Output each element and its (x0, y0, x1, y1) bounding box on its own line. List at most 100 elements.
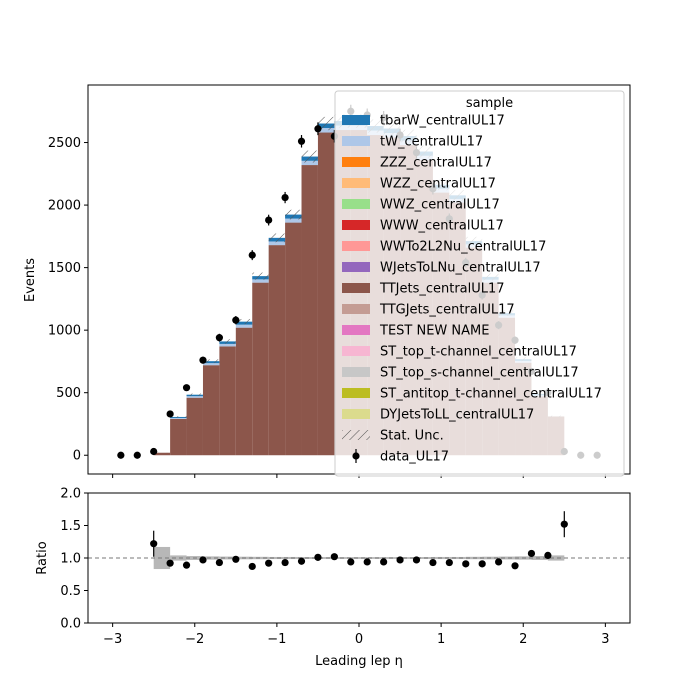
legend-label-4: WWZ_centralUL17 (380, 198, 500, 213)
legend-swatch-10 (342, 325, 370, 335)
ratio-unc-band-6 (252, 556, 269, 560)
ratio-point-17 (429, 558, 437, 567)
ratio-x-tick-label: 2 (519, 632, 527, 647)
legend-label-7: WJetsToLNu_centralUL17 (380, 261, 541, 276)
legend-data-label: data_UL17 (380, 450, 449, 465)
main-y-tick-label: 2000 (48, 199, 81, 214)
legend-label-14: DYJetsToLL_centralUL17 (380, 408, 534, 423)
stack-bar-tw-centralul17-8 (285, 218, 302, 223)
main-y-tick-label: 2500 (48, 136, 81, 151)
ratio-point-23 (527, 549, 536, 558)
legend-label-13: ST_antitop_t-channel_centralUL17 (380, 387, 602, 402)
stack-bar-tw-centralul17-5 (235, 324, 253, 328)
ratio-x-tick-label: −2 (185, 632, 204, 647)
legend-swatch-14 (342, 409, 370, 419)
legend-swatch-9 (342, 304, 370, 314)
data-point-8 (248, 251, 256, 259)
ratio-point-7 (265, 559, 273, 567)
data-point-4 (182, 384, 191, 392)
stack-bar-tw-centralul17-4 (219, 343, 236, 347)
ratio-point-22 (511, 562, 519, 570)
legend-data-marker (352, 452, 360, 460)
ratio-unc-band-12 (350, 557, 368, 559)
ratio-point-24 (544, 551, 552, 560)
main-y-tick-label: 1500 (48, 261, 81, 276)
main-y-tick-label: 500 (56, 386, 81, 401)
ratio-point-18 (445, 558, 453, 567)
legend-swatch-1 (342, 136, 370, 146)
ratio-unc-band-1 (170, 555, 187, 561)
main-y-tick-label: 1000 (48, 324, 81, 339)
legend-label-9: TTGJets_centralUL17 (379, 303, 515, 318)
ratio-y-tick-label: 2.0 (60, 487, 81, 502)
legend-label-3: WZZ_centralUL17 (380, 177, 496, 192)
ratio-y-tick-label: 1.5 (60, 519, 81, 534)
ratio-point-21 (495, 558, 503, 566)
ratio-unc-band-18 (449, 556, 466, 560)
stat-unc-box-5 (235, 318, 253, 325)
legend-swatch-0 (342, 115, 370, 125)
ratio-unc-band-15 (400, 557, 417, 559)
legend-label-11: ST_top_t-channel_centralUL17 (380, 345, 577, 360)
stack-bar-ttjets-centralul17-8 (285, 222, 302, 456)
stack-bar-tw-centralul17-6 (252, 279, 269, 283)
stack-bar-ttjets-centralul17-3 (202, 365, 220, 456)
data-point-12 (314, 125, 322, 133)
ratio-point-15 (396, 556, 404, 564)
data-point-3 (166, 410, 174, 418)
main-y-axis-label: Events (23, 258, 38, 302)
x-axis-label: Leading lep η (315, 654, 403, 669)
ratio-x-tick-label: 1 (437, 632, 445, 647)
stack-bar-ttjets-centralul17-4 (219, 346, 236, 456)
ratio-unc-band-3 (202, 556, 220, 560)
ratio-point-10 (314, 553, 322, 561)
ratio-y-tick-label: 1.0 (60, 552, 81, 567)
ratio-point-5 (232, 555, 240, 563)
legend-label-0: tbarW_centralUL17 (380, 114, 505, 129)
stack-bar-tw-centralul17-7 (268, 241, 286, 246)
stack-bar-tw-centralul17-1 (170, 417, 187, 419)
stack-bar-tw-centralul17-2 (186, 396, 203, 398)
stat-unc-box-10 (317, 116, 335, 131)
stack-bar-ttjets-centralul17-9 (301, 165, 318, 456)
legend: sample tbarW_centralUL17 tW_centralUL17 ZZZ… (334, 90, 625, 477)
ratio-point-2 (182, 561, 191, 569)
ratio-unc-band-7 (268, 556, 286, 560)
ratio-point-8 (281, 558, 289, 567)
data-point-11 (297, 137, 306, 145)
legend-swatch-12 (342, 367, 370, 377)
ratio-point-16 (412, 556, 421, 564)
legend-swatch-13 (342, 388, 370, 398)
ratio-x-tick-label: −3 (103, 632, 122, 647)
ratio-point-12 (347, 558, 355, 566)
ratio-point-9 (297, 557, 306, 565)
data-point-6 (215, 334, 223, 342)
ratio-x-tick-label: 3 (601, 632, 609, 647)
legend-swatch-8 (342, 283, 370, 293)
stack-bar-ttjets-centralul17-0 (153, 452, 171, 456)
legend-swatch-6 (342, 241, 370, 251)
ratio-x-tick-label: −1 (267, 632, 286, 647)
stat-unc-box-2 (186, 393, 203, 396)
stack-bar-tw-centralul17-9 (301, 160, 318, 166)
stack-bar-tw-centralul17-3 (202, 363, 220, 366)
stack-bar-ttjets-centralul17-1 (170, 418, 187, 456)
legend-label-5: WWW_centralUL17 (380, 219, 504, 234)
data-point-9 (265, 216, 273, 224)
legend-swatch-11 (342, 346, 370, 356)
stat-unc-box-6 (252, 272, 269, 280)
ratio-y-tick-label: 0.0 (60, 617, 81, 632)
main-plot-panel: 0 500 1000 1500 2000 2500 Events sample tbarW_… (23, 84, 631, 478)
ratio-unc-band-4 (219, 556, 236, 560)
stack-bar-ttjets-centralul17-6 (252, 282, 269, 456)
stack-bar-ttjets-centralul17-10 (317, 132, 335, 456)
ratio-point-19 (462, 560, 470, 568)
ratio-point-4 (215, 558, 223, 567)
data-point-5 (199, 356, 207, 364)
ratio-y-tick-label: 0.5 (60, 584, 81, 599)
legend-label-12: ST_top_s-channel_centralUL17 (380, 366, 579, 381)
ratio-y-axis-label: Ratio (35, 541, 50, 574)
legend-label-1: tW_centralUL17 (380, 135, 483, 150)
ratio-x-tick-label: 0 (355, 632, 363, 647)
